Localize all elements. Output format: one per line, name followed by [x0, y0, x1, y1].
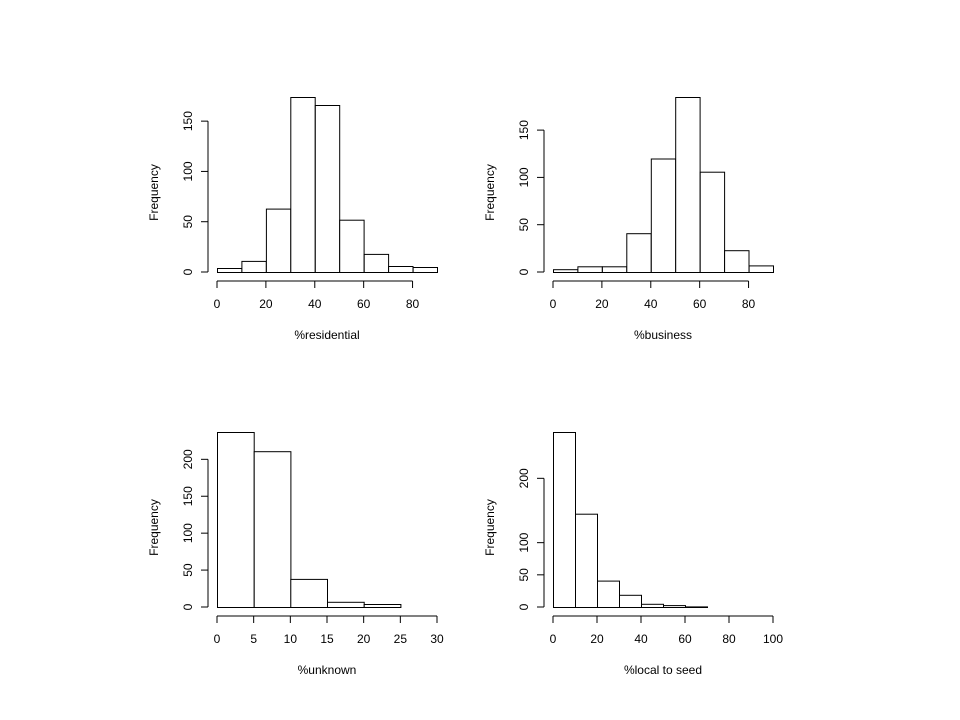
y-tick-label: 100	[517, 532, 531, 552]
y-axis-label: Frequency	[483, 499, 497, 556]
histogram-bar	[363, 253, 390, 273]
x-axis-label: %business	[634, 328, 692, 342]
histogram-bar	[748, 265, 774, 273]
histogram-bar	[290, 578, 328, 609]
x-tick-label: 0	[550, 632, 557, 646]
x-tick-label: 0	[214, 297, 221, 311]
y-tick-label: 50	[517, 218, 531, 232]
x-tick-label: 80	[406, 297, 420, 311]
y-tick-label: 50	[181, 563, 195, 577]
histogram-bar	[217, 268, 243, 273]
y-tick-label: 200	[517, 468, 531, 488]
y-axis-label: Frequency	[147, 164, 161, 221]
histogram-bar	[724, 250, 750, 273]
y-tick-label: 200	[181, 449, 195, 469]
histogram-bar	[217, 432, 255, 608]
histogram-bar	[597, 580, 620, 608]
y-tick-label: 150	[517, 120, 531, 140]
y-tick-label: 50	[517, 568, 531, 582]
histogram-bar	[290, 97, 316, 273]
x-tick-label: 30	[430, 632, 444, 646]
y-tick-label: 0	[517, 268, 531, 275]
histogram-panel-1: 0 20 40 60 80 0 50 100 150 %residential Frequency	[147, 97, 439, 342]
x-tick-label: 20	[357, 632, 371, 646]
histogram-panel-4: 0 20 40 60 80 100 0 50 100 200 %local to seed Frequ…	[483, 432, 783, 677]
x-tick-label: 40	[308, 297, 322, 311]
histogram-bar	[619, 594, 642, 608]
x-tick-label: 60	[678, 632, 692, 646]
histogram-bar	[327, 601, 365, 608]
histogram-bar	[314, 105, 341, 273]
histogram-bar	[412, 267, 439, 273]
histogram-bar	[601, 266, 628, 273]
histogram-panel-3: 0 5 10 15 20 25 30 0 50 100 150 200 %unknown Frequenc…	[147, 432, 444, 677]
x-tick-label: 15	[320, 632, 334, 646]
histogram-bar	[553, 269, 579, 274]
y-axis-label: Frequency	[483, 164, 497, 221]
histogram-bar	[253, 451, 292, 609]
histogram-bar	[363, 604, 402, 608]
histogram-bar	[650, 158, 677, 273]
y-tick-label: 0	[181, 268, 195, 275]
histogram-bar	[575, 513, 598, 609]
x-tick-label: 0	[214, 632, 221, 646]
x-tick-label: 40	[644, 297, 658, 311]
y-tick-label: 150	[181, 111, 195, 131]
x-tick-label: 20	[259, 297, 273, 311]
histogram-bar	[388, 266, 414, 273]
y-tick-label: 100	[181, 161, 195, 181]
x-tick-label: 20	[590, 632, 604, 646]
x-tick-label: 40	[634, 632, 648, 646]
histogram-bar	[675, 97, 701, 273]
x-tick-label: 10	[284, 632, 298, 646]
y-axis-label: Frequency	[147, 499, 161, 556]
histogram-bar	[265, 208, 292, 274]
histogram-bar	[685, 606, 708, 609]
x-tick-label: 60	[693, 297, 707, 311]
x-tick-label: 80	[722, 632, 736, 646]
histogram-bar	[577, 266, 603, 273]
y-tick-label: 100	[181, 523, 195, 543]
x-axis-label: %local to seed	[624, 663, 702, 677]
x-tick-label: 20	[595, 297, 609, 311]
x-tick-label: 5	[250, 632, 257, 646]
histogram-panel-2: 0 20 40 60 80 0 50 100 150 %business Frequency	[483, 97, 774, 342]
histogram-bar	[553, 432, 576, 608]
histogram-bar	[626, 233, 652, 273]
histogram-bar	[241, 260, 267, 273]
histogram-bar	[641, 603, 664, 608]
y-tick-label: 100	[517, 167, 531, 187]
x-tick-label: 0	[550, 297, 557, 311]
x-tick-label: 100	[763, 632, 783, 646]
y-tick-label: 150	[181, 486, 195, 506]
x-axis-label: %residential	[294, 328, 359, 342]
y-tick-label: 50	[181, 215, 195, 229]
y-tick-label: 0	[517, 603, 531, 610]
x-tick-label: 25	[394, 632, 408, 646]
x-axis-label: %unknown	[298, 663, 357, 677]
histogram-bar	[663, 605, 686, 608]
x-tick-label: 80	[742, 297, 756, 311]
histogram-bar	[339, 219, 365, 273]
x-tick-label: 60	[357, 297, 371, 311]
y-tick-label: 0	[181, 603, 195, 610]
histogram-bar	[699, 171, 726, 273]
